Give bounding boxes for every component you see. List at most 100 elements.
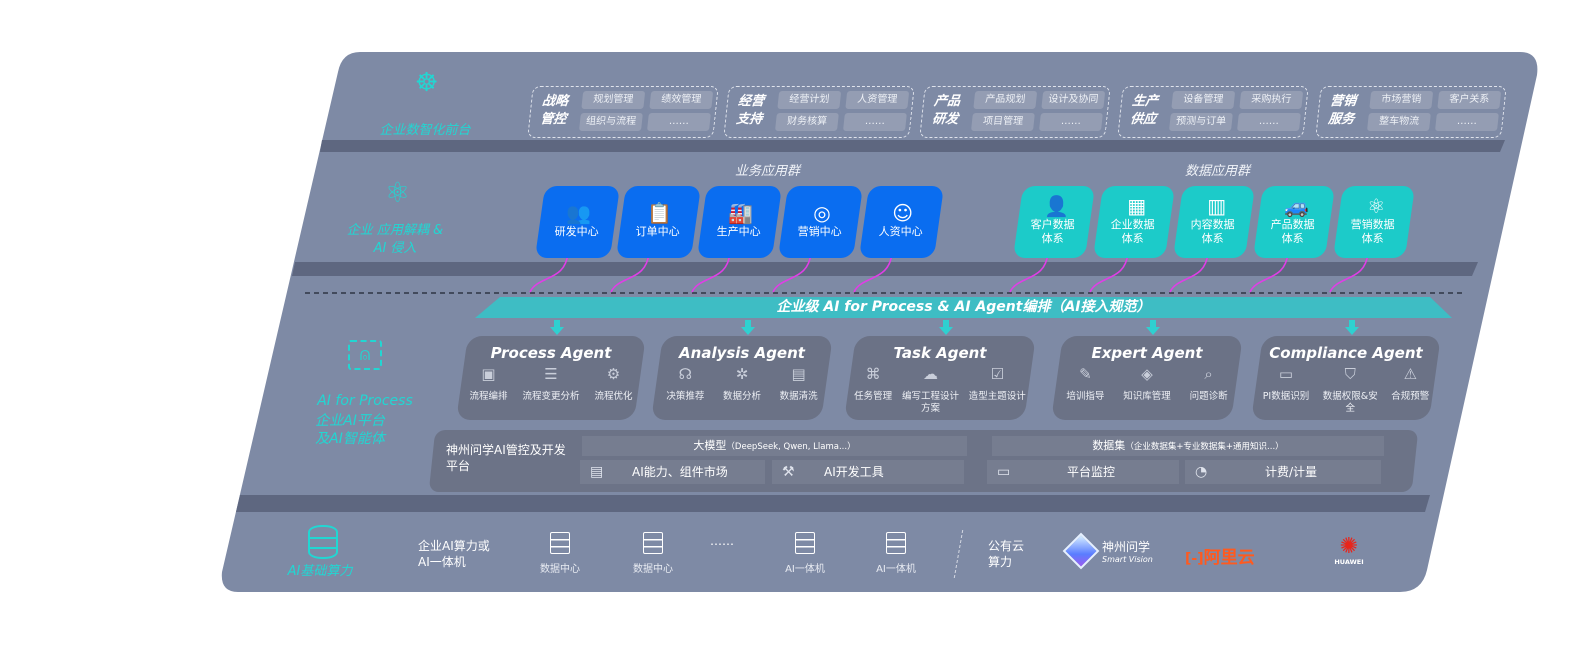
agent-feature[interactable]: ☊ 决策推荐 <box>666 365 704 403</box>
agent-feature[interactable]: ⛉ 数据权限&安全 <box>1321 365 1380 415</box>
chart-window-icon: ▣ <box>481 365 496 383</box>
feature-label: PI数据识别 <box>1262 391 1310 402</box>
group-title: 产品研发 <box>931 94 961 127</box>
server-item: 数据中心 <box>623 532 683 575</box>
agent-feature[interactable]: ✲ 数据分析 <box>722 365 761 403</box>
business-app-tile[interactable]: 👥 研发中心 <box>534 186 621 258</box>
tile-label: 研发中心 <box>554 224 599 238</box>
platform-item-label: AI开发工具 <box>824 465 884 479</box>
capability-chip[interactable]: 整车物流 <box>1367 113 1431 131</box>
platform-item-label: 计费/计量 <box>1265 465 1318 479</box>
server-label: AI一体机 <box>785 564 825 575</box>
data-app-tile[interactable]: ▦ 企业数据体系 <box>1092 186 1176 258</box>
platform-item[interactable]: ⚒ AI开发工具 <box>772 460 964 484</box>
model-header-note: （DeepSeek, Qwen, Llama...） <box>726 442 856 452</box>
front-label: 企业数智化前台 <box>379 123 471 138</box>
agent-feature[interactable]: ⚙ 流程优化 <box>594 365 632 403</box>
platform-item[interactable]: ▤ AI能力、组件市场 <box>580 460 765 484</box>
business-app-tile[interactable]: 🏭 生产中心 <box>696 186 783 258</box>
agent-card[interactable]: Compliance Agent ▭ PI数据识别 ⛉ 数据权限&安全 ⚠ 合规预警 <box>1251 336 1441 420</box>
capability-chip[interactable]: …… <box>647 113 711 131</box>
aliyun-mark-icon: [-] <box>1185 551 1204 567</box>
agent-card[interactable]: Expert Agent ✎ 培训指导 ◈ 知识库管理 ⌕ 问题诊断 <box>1051 336 1243 420</box>
agent-feature[interactable]: ☁ 编写工程设计方案 <box>900 365 960 415</box>
agent-feature[interactable]: ☑ 造型主题设计 <box>969 365 1026 415</box>
front-group: 营销服务 市场营销 客户关系 整车物流…… <box>1315 86 1507 138</box>
agent-card[interactable]: Task Agent ⌘ 任务管理 ☁ 编写工程设计方案 ☑ 造型主题设计 <box>844 336 1036 420</box>
feature-label: 数据权限&安全 <box>1322 391 1378 414</box>
layers-icon: ◈ <box>1141 365 1153 383</box>
capability-chip[interactable]: 采购执行 <box>1239 91 1304 109</box>
clipboard-icon: 📋 <box>647 200 673 225</box>
capability-chip[interactable]: 客户关系 <box>1437 91 1502 109</box>
shenzhou-logo-text: 神州问学 <box>1102 540 1151 554</box>
agent-feature[interactable]: ✎ 培训指导 <box>1066 365 1104 403</box>
agent-feature[interactable]: ⚠ 合规预警 <box>1391 365 1429 415</box>
capability-chip[interactable]: …… <box>843 113 907 131</box>
huawei-logo: ✺ HUAWEI <box>1330 536 1368 567</box>
capability-chip[interactable]: …… <box>1435 113 1499 131</box>
list-flow-icon: ☰ <box>544 365 558 383</box>
shield-link-icon: ⛉ <box>1344 365 1356 383</box>
agent-feature[interactable]: ▭ PI数据识别 <box>1262 365 1310 415</box>
agent-title: Process Agent <box>490 344 612 362</box>
dataset-header-label: 数据集 <box>1092 439 1126 452</box>
data-app-tile[interactable]: ▥ 内容数据体系 <box>1172 186 1256 258</box>
agent-feature[interactable]: ▣ 流程编排 <box>469 365 507 403</box>
agent-feature[interactable]: ◈ 知识库管理 <box>1123 365 1171 403</box>
platform-item[interactable]: ▭ 平台监控 <box>987 460 1179 484</box>
capability-chip[interactable]: 规划管理 <box>581 91 646 109</box>
business-app-tile[interactable]: ☺ 人资中心 <box>858 186 945 258</box>
capability-chip[interactable]: 产品规划 <box>973 91 1038 109</box>
server-item: 数据中心 <box>530 532 590 575</box>
capability-chip[interactable]: 项目管理 <box>971 113 1035 131</box>
public-cloud-label: 公有云算力 <box>988 539 1025 569</box>
capability-chip[interactable]: 市场营销 <box>1369 91 1434 109</box>
agent-feature[interactable]: ▤ 数据清洗 <box>780 365 818 403</box>
connector-arrow <box>1169 251 1209 293</box>
connector-arrow <box>1329 251 1369 293</box>
business-app-tile[interactable]: 📋 订单中心 <box>615 186 702 258</box>
capability-chip[interactable]: 人资管理 <box>845 91 910 109</box>
server-label: AI一体机 <box>876 564 916 575</box>
business-app-tile[interactable]: ◎ 营销中心 <box>777 186 864 258</box>
agent-feature[interactable]: ⌘ 任务管理 <box>854 365 892 415</box>
capability-chip[interactable]: 设计及协同 <box>1041 91 1106 109</box>
server-icon <box>550 532 570 554</box>
down-arrow-icon <box>550 320 564 335</box>
platform-item[interactable]: ◔ 计费/计量 <box>1185 460 1381 484</box>
connector-arrow <box>1089 251 1129 293</box>
data-app-tile[interactable]: 👤 客户数据体系 <box>1012 186 1096 258</box>
data-app-tile[interactable]: ⚛ 营销数据体系 <box>1332 186 1416 258</box>
compute-label: AI基础算力 <box>287 564 353 579</box>
capability-chip[interactable]: 设备管理 <box>1171 91 1236 109</box>
capability-chip[interactable]: 经营计划 <box>777 91 842 109</box>
atom-gear-icon: ✲ <box>735 365 749 383</box>
server-label: 数据中心 <box>540 564 580 575</box>
ai-label-cn: 企业AI平台及AI智能体 <box>315 413 385 447</box>
agent-card[interactable]: Analysis Agent ☊ 决策推荐 ✲ 数据分析 ▤ 数据清洗 <box>651 336 833 420</box>
business-apps-title: 业务应用群 <box>735 164 801 179</box>
dataset-header: 数据集（企业数据集+专业数据集+通用知识...） <box>992 436 1384 456</box>
agent-feature[interactable]: ⌕ 问题诊断 <box>1190 365 1228 403</box>
capability-chip[interactable]: 绩效管理 <box>649 91 714 109</box>
down-arrow-icon <box>1146 320 1160 335</box>
tile-label: 内容数据体系 <box>1190 217 1235 245</box>
tile-label: 客户数据体系 <box>1030 217 1075 245</box>
capability-chip[interactable]: …… <box>1237 113 1301 131</box>
feature-label: 知识库管理 <box>1123 391 1171 402</box>
id-card-icon: ▭ <box>1278 365 1294 383</box>
server-icon <box>643 532 663 554</box>
cloud-icon: ☁ <box>922 365 938 383</box>
tile-label: 产品数据体系 <box>1270 217 1315 245</box>
capability-chip[interactable]: 财务核算 <box>775 113 839 131</box>
capability-chip[interactable]: 组织与流程 <box>579 113 643 131</box>
model-header: 大模型（DeepSeek, Qwen, Llama...） <box>582 436 967 456</box>
data-app-tile[interactable]: 🚙 产品数据体系 <box>1252 186 1336 258</box>
dev-tool-icon: ⚒ <box>782 464 795 480</box>
agent-feature[interactable]: ☰ 流程变更分析 <box>522 365 579 403</box>
feature-label: 数据分析 <box>722 391 761 402</box>
agent-card[interactable]: Process Agent ▣ 流程编排 ☰ 流程变更分析 ⚙ 流程优化 <box>456 336 646 420</box>
capability-chip[interactable]: 预测与订单 <box>1169 113 1233 131</box>
capability-chip[interactable]: …… <box>1039 113 1103 131</box>
